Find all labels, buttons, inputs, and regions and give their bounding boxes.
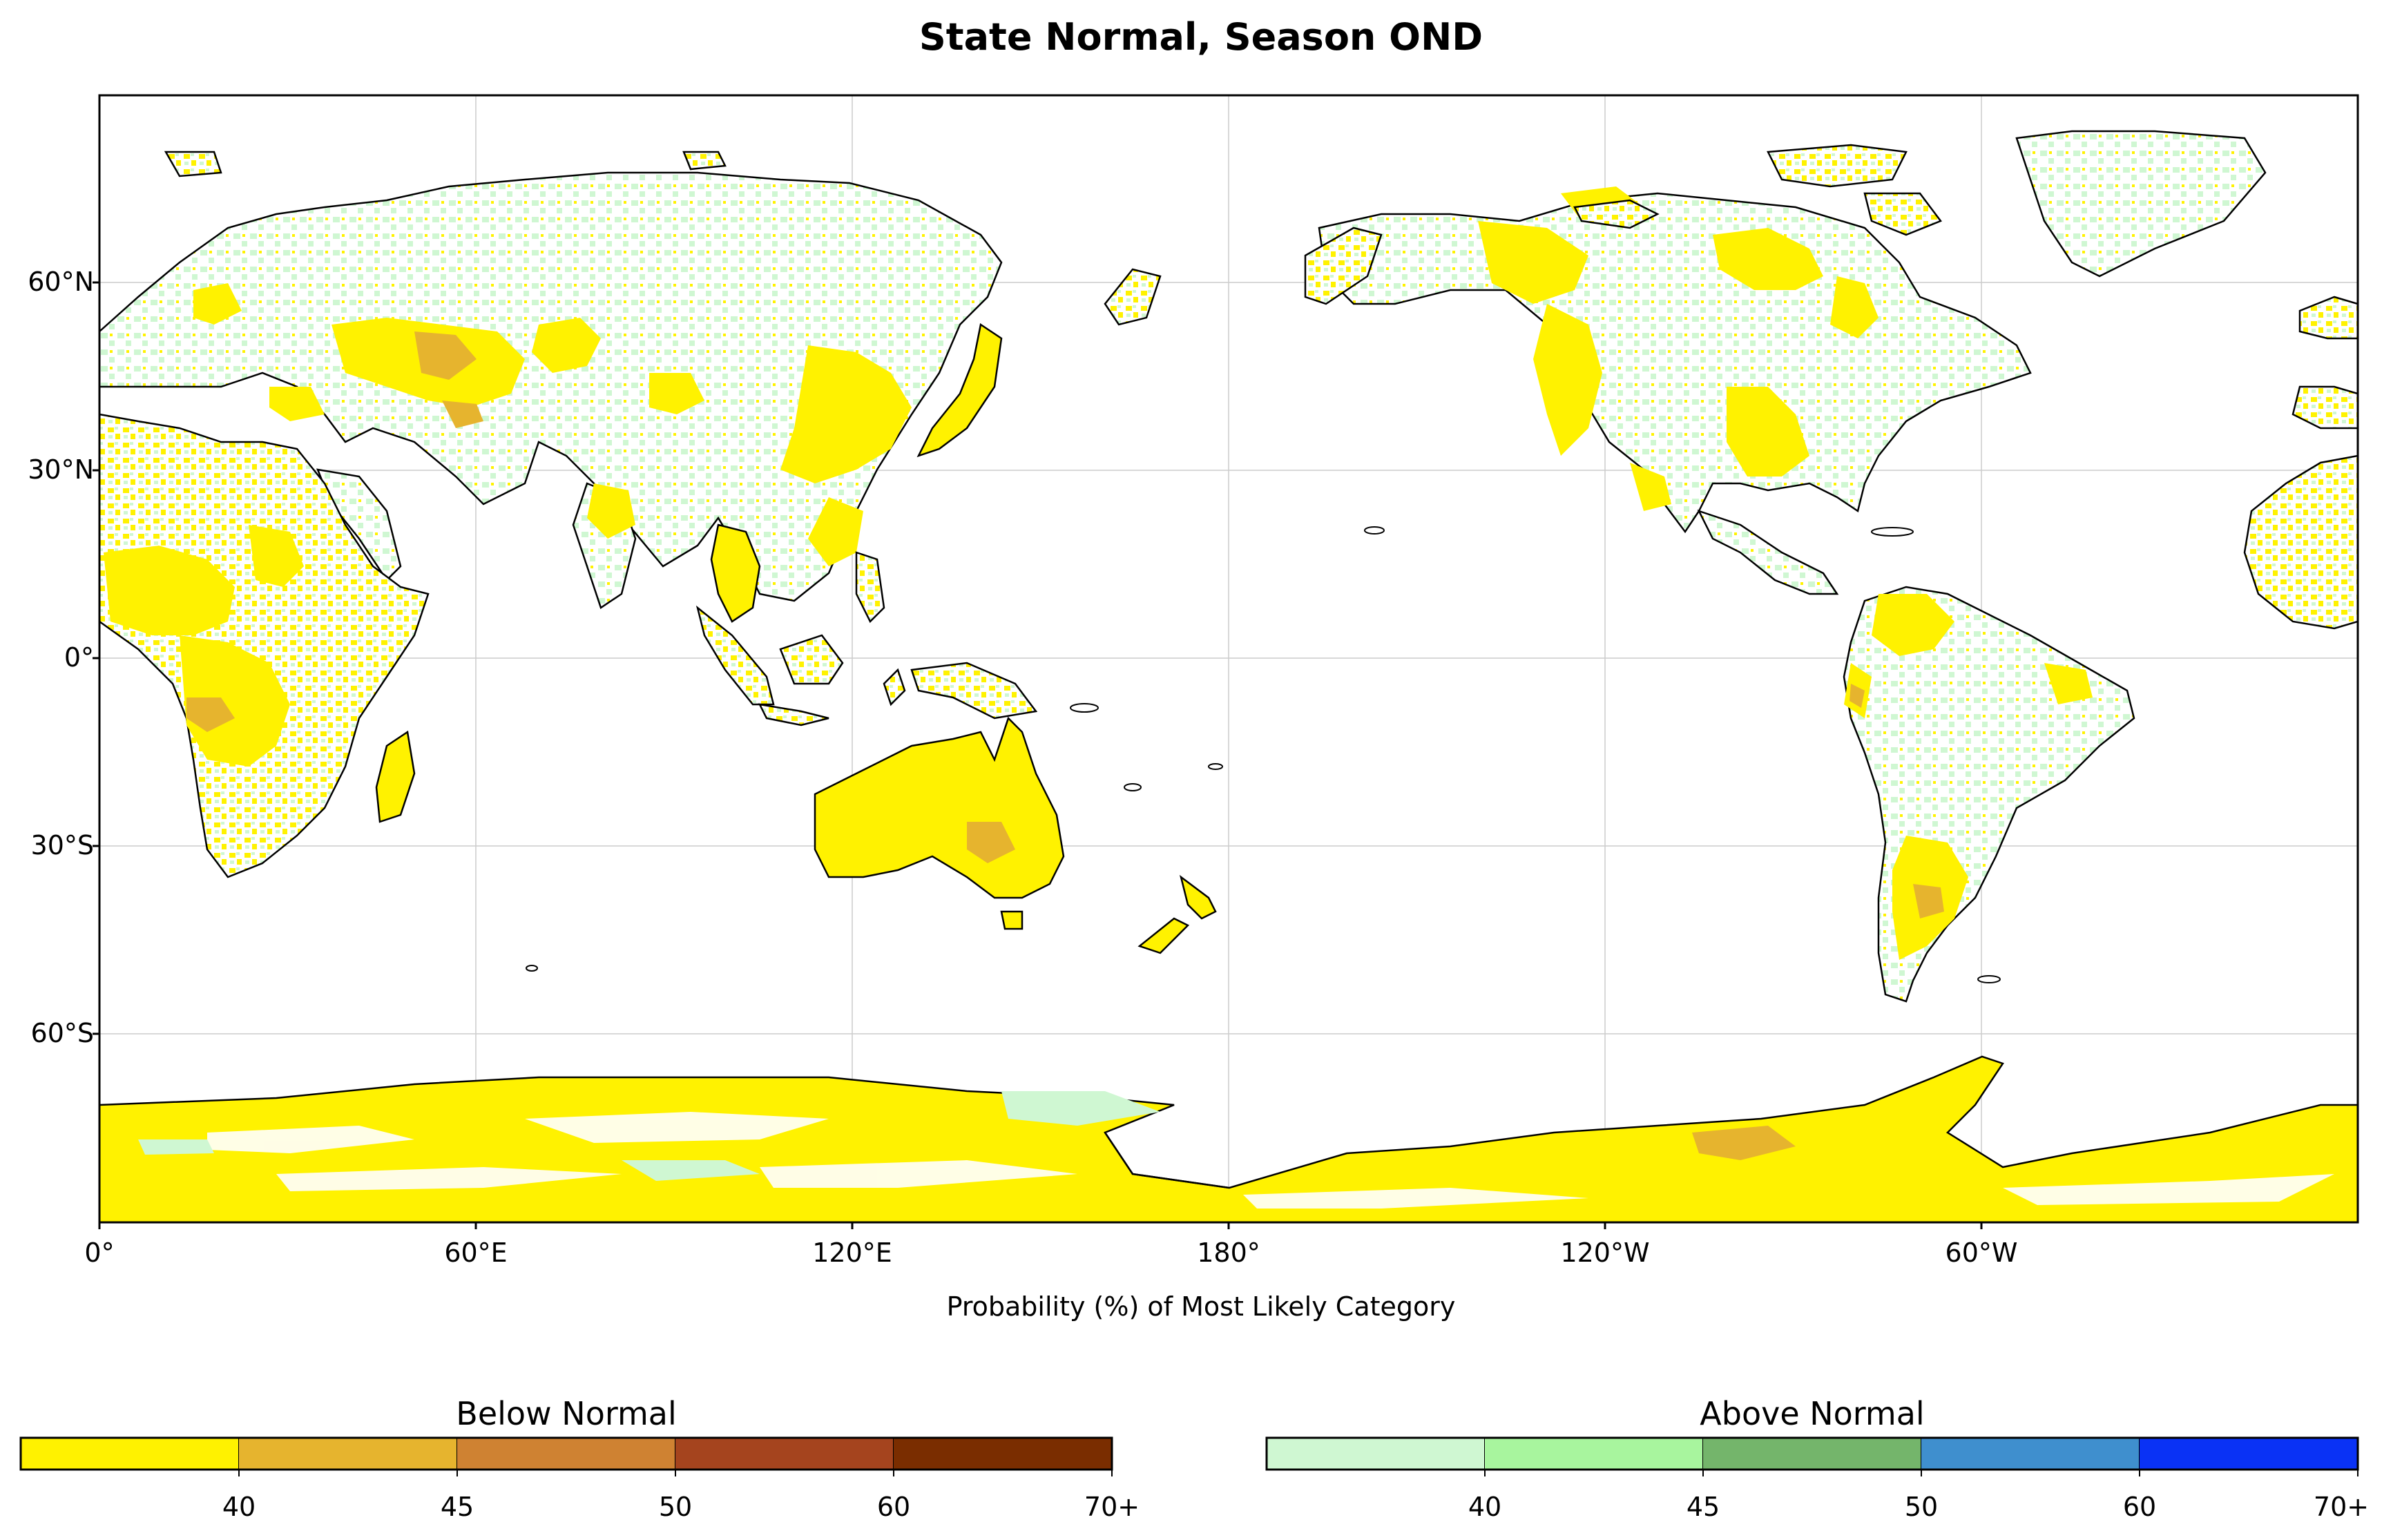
lon-label-0: 0°	[84, 1238, 115, 1268]
eurasia	[99, 171, 1003, 623]
west-africa-edge	[2243, 296, 2358, 630]
colorbar-below-swatch-2	[457, 1438, 675, 1470]
south-america-below-normal-45	[1849, 684, 1944, 918]
pacific-islands	[526, 526, 2001, 983]
eurasia-below-normal-45	[414, 331, 483, 428]
colorbar-below-tick-label-1: 45	[440, 1492, 474, 1522]
colorbar-above-tick-label-4: 70+	[2313, 1492, 2370, 1522]
lat-label-0: 0°	[64, 642, 94, 673]
colorbar-above-tick-label-1: 45	[1686, 1492, 1720, 1522]
colorbar-below-title: Below Normal	[456, 1395, 677, 1432]
map-title: State Normal, Season OND	[919, 15, 1483, 59]
colorbar-below-swatch-3	[675, 1438, 894, 1470]
lon-label-120e: 120°E	[812, 1238, 892, 1268]
africa-below-normal-45	[186, 697, 235, 732]
antarctica-above-normal-green	[138, 1091, 1160, 1181]
colorbar-above-tick-label-0: 40	[1468, 1492, 1502, 1522]
arctic-islands	[164, 144, 1942, 326]
lon-label-120w: 120°W	[1560, 1238, 1650, 1268]
colorbar-below-tick-label-2: 50	[658, 1492, 693, 1522]
lon-label-60e: 60°E	[444, 1238, 508, 1268]
africa-below-normal	[104, 525, 304, 767]
lat-label-60s: 60°S	[30, 1018, 94, 1048]
colorbar-above-tick-label-3: 60	[2122, 1492, 2157, 1522]
colorbar-below-swatch-0	[21, 1438, 239, 1470]
colorbar-above-swatch-0	[1267, 1438, 1485, 1470]
colorbar-above-swatch-2	[1703, 1438, 1921, 1470]
colorbar-above-swatch-4	[2140, 1438, 2358, 1470]
colorbar-below-swatch-1	[239, 1438, 457, 1470]
colorbar-below-swatch-4	[894, 1438, 1112, 1470]
new-zealand	[1137, 874, 1217, 954]
africa	[99, 413, 430, 878]
colorbar-above-swatch-1	[1485, 1438, 1703, 1470]
colorbar-above-border	[1265, 1436, 2359, 1471]
japan	[916, 323, 1003, 458]
x-axis-label: Probability (%) of Most Likely Category	[946, 1291, 1456, 1322]
lat-label-30n: 30°N	[28, 454, 94, 485]
ross-sea-coast	[1104, 1132, 1230, 1189]
australia-below-normal-45	[967, 822, 1015, 863]
antarctica-above-normal	[207, 1112, 2334, 1209]
antarctica-below-normal-45	[1692, 1126, 1796, 1160]
antarctica	[99, 1055, 2358, 1222]
colorbar-above-title: Above Normal	[1700, 1395, 1925, 1432]
lon-label-180: 180°	[1197, 1238, 1260, 1268]
lat-label-30s: 30°S	[30, 830, 94, 860]
colorbar-above-normal	[1265, 1436, 2359, 1476]
colorbar-below-border	[19, 1436, 1113, 1471]
colorbar-below-tick-label-3: 60	[876, 1492, 911, 1522]
colorbar-below-tick-label-4: 70+	[1084, 1492, 1140, 1522]
south-america-below-normal	[1844, 594, 2093, 960]
maritime-southeast-asia	[695, 551, 1038, 726]
colorbar-below-tick-label-0: 40	[222, 1492, 256, 1522]
lon-label-60w: 60°W	[1945, 1238, 2018, 1268]
axis-ticks	[93, 281, 1983, 1229]
colorbar-below-normal	[19, 1436, 1113, 1476]
colorbar-above-tick-label-2: 50	[1904, 1492, 1939, 1522]
north-america-below-normal	[1478, 186, 1879, 511]
colorbar-above-swatch-3	[1921, 1438, 2140, 1470]
lat-label-60n: 60°N	[28, 267, 94, 297]
